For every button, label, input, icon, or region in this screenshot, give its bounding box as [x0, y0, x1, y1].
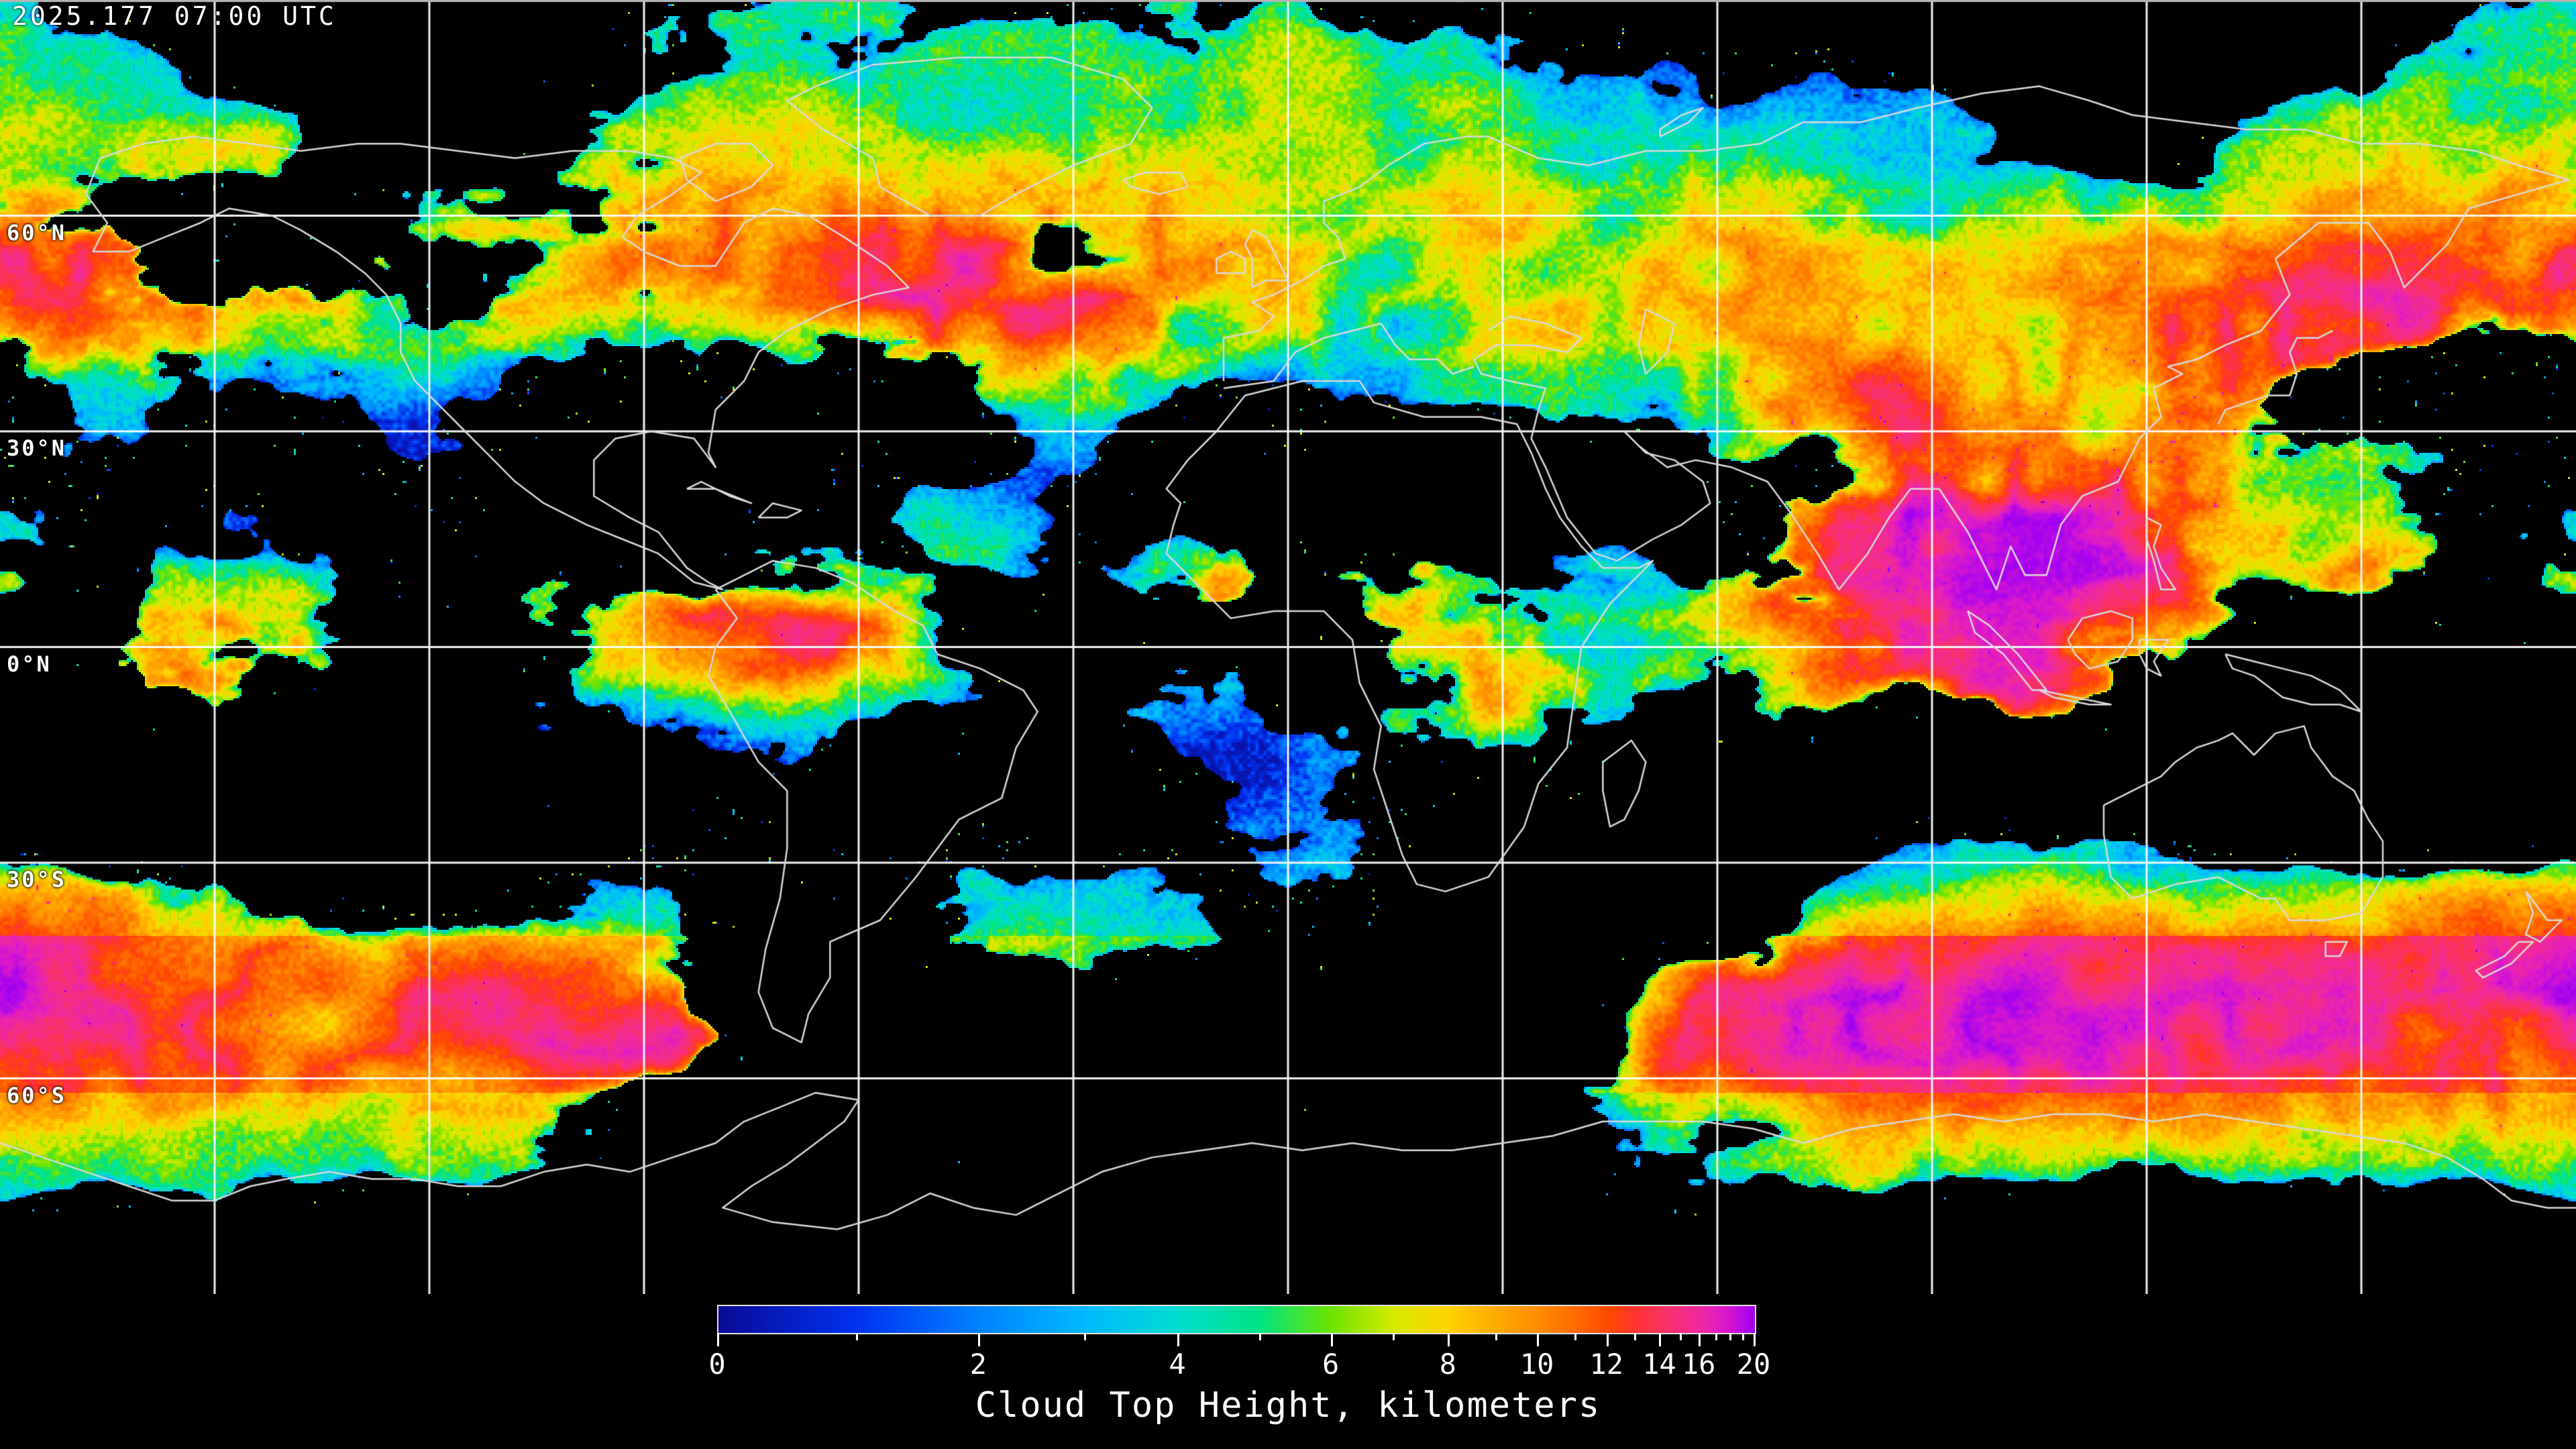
- colorbar-tick-label: 0: [708, 1348, 726, 1381]
- colorbar-tick: [1680, 1333, 1682, 1340]
- colorbar-tick: [1330, 1333, 1333, 1346]
- colorbar-tick: [978, 1333, 981, 1346]
- colorbar-tick-label: 8: [1439, 1348, 1456, 1381]
- colorbar-tick-label: 2: [969, 1348, 987, 1381]
- colorbar-tick: [1715, 1333, 1717, 1340]
- colorbar-region: 0 2 4 6 8 10 12 14 16 20 Cloud Top Height, kilome…: [0, 1294, 2576, 1449]
- colorbar-tick: [1177, 1333, 1179, 1346]
- colorbar-tick: [1537, 1333, 1540, 1346]
- colorbar-tick: [1259, 1333, 1262, 1340]
- colorbar-tick-label: 20: [1736, 1348, 1771, 1381]
- timestamp-label: 2025.177 07:00 UTC: [12, 1, 337, 31]
- colorbar-tick: [1495, 1333, 1498, 1340]
- colorbar-tick-label: 4: [1169, 1348, 1186, 1381]
- colorbar-tick-label: 6: [1322, 1348, 1340, 1381]
- colorbar-tick: [1393, 1333, 1395, 1340]
- colorbar-gradient: [717, 1305, 1756, 1334]
- latitude-label: 0°N: [7, 651, 52, 677]
- colorbar-tick-label: 10: [1519, 1348, 1554, 1381]
- colorbar-tick: [1083, 1333, 1086, 1340]
- colorbar-tick: [1606, 1333, 1609, 1346]
- colorbar-tick: [1742, 1333, 1744, 1340]
- latitude-label: 30°N: [7, 435, 67, 461]
- latitude-label: 30°S: [7, 867, 67, 892]
- colorbar-tick: [856, 1333, 859, 1340]
- colorbar-tick-label: 14: [1642, 1348, 1676, 1381]
- latitude-label: 60°S: [7, 1082, 67, 1108]
- colorbar-tick: [1699, 1333, 1701, 1346]
- colorbar-tick: [1634, 1333, 1637, 1340]
- colorbar-tick: [1754, 1333, 1756, 1346]
- colorbar-tick: [1448, 1333, 1450, 1346]
- colorbar-tick: [717, 1333, 719, 1346]
- world-map-area: 2025.177 07:00 UTC 60°N 30°N 0°N 30°S 60°S: [0, 0, 2576, 1294]
- colorbar-tick: [1659, 1333, 1662, 1346]
- latitude-label: 60°N: [7, 219, 67, 246]
- colorbar-tick: [1574, 1333, 1576, 1340]
- colorbar-tick-label: 12: [1589, 1348, 1623, 1381]
- coastline-graticule-overlay: [0, 0, 2576, 1294]
- colorbar-tick: [1729, 1333, 1732, 1340]
- colorbar-caption: Cloud Top Height, kilometers: [975, 1385, 1601, 1426]
- colorbar-tick-label: 16: [1681, 1348, 1716, 1381]
